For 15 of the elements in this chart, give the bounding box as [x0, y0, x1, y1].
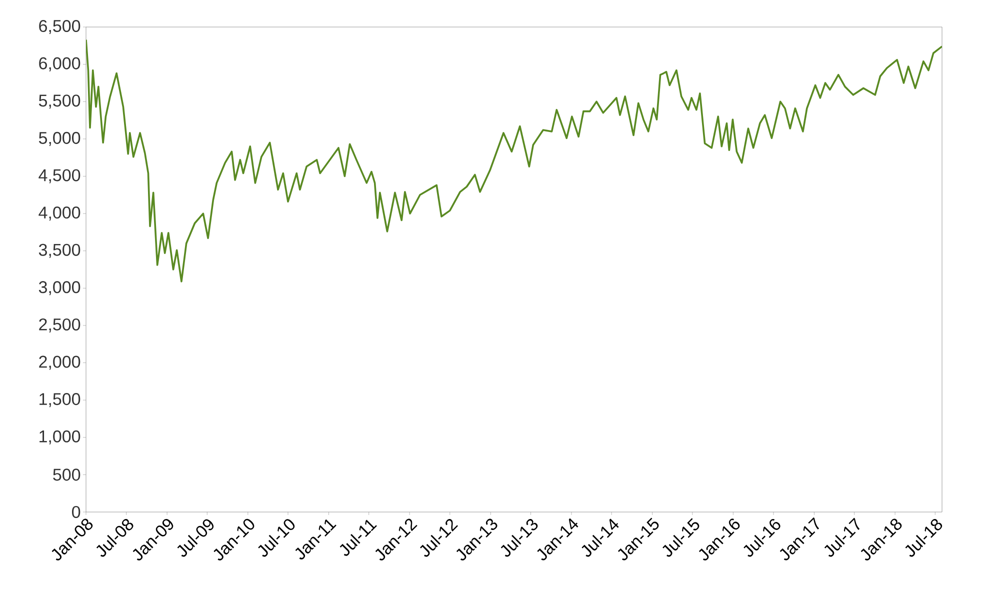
y-tick-label: 5,000: [38, 132, 80, 146]
y-tick-label: 0: [72, 506, 80, 518]
y-tick-label: 2,000: [39, 356, 80, 370]
y-tick-label: 500: [53, 468, 80, 481]
y-tick-label: 6,000: [39, 57, 80, 72]
y-tick-label: 4,500: [38, 169, 80, 184]
y-tick-label: 6,500: [39, 20, 80, 34]
y-tick-label: 4,000: [38, 206, 80, 221]
y-tick-label: 1,500: [40, 393, 80, 408]
y-tick-label: 5,500: [38, 94, 80, 109]
y-tick-label: 3,000: [38, 281, 80, 296]
y-tick-label: 2,500: [39, 318, 80, 332]
y-tick-label: 3,500: [38, 244, 80, 258]
y-tick-label: 1,000: [40, 430, 80, 444]
line-series: [86, 38, 942, 282]
